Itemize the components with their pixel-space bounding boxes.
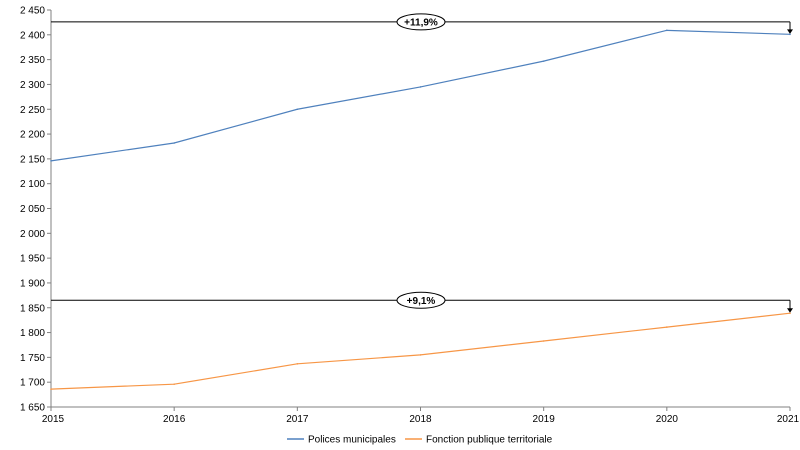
y-tick-label: 1 650 [20, 403, 45, 414]
series-1-point [542, 340, 545, 342]
y-tick-label: 2 250 [20, 105, 45, 116]
annotation-bubble [396, 13, 446, 31]
axes [50, 10, 790, 408]
series-1-point [666, 326, 668, 328]
annotation-bubble [396, 291, 446, 309]
x-tick-label: 2020 [656, 414, 679, 425]
series-0-point [789, 33, 791, 36]
x-tick-label: 2019 [533, 414, 556, 425]
series-1-point [50, 388, 52, 390]
y-tick-label: 2 150 [20, 154, 45, 165]
series-1-point [789, 312, 791, 315]
y-tick-label: 2 350 [20, 55, 45, 66]
annotation-arrow-head [787, 29, 793, 34]
y-tick-label: 1 750 [20, 353, 45, 364]
y-tick-label: 2 100 [20, 179, 45, 190]
y-tick-label: 2 300 [20, 80, 45, 91]
series-0-point [50, 160, 52, 162]
y-tick-label: 2 200 [20, 130, 45, 141]
annotation-label: +11,9% [404, 17, 438, 28]
y-tick-label: 2 000 [20, 229, 45, 240]
series-1-point [419, 354, 422, 356]
annotations: +11,9% +9,1% [51, 13, 793, 313]
y-tick-label: 1 900 [20, 278, 45, 289]
x-axis-ticks: 2015 2016 2017 2018 2019 2020 2021 [42, 407, 800, 425]
x-tick-label: 2021 [777, 414, 800, 425]
y-tick-label: 2 400 [20, 30, 45, 41]
annotation-arrow-head [787, 308, 793, 313]
y-axis-ticks: 1 650 1 700 1 750 1 800 1 850 1 900 1 950 2 000… [20, 6, 51, 414]
y-tick-label: 1 950 [20, 254, 45, 265]
y-tick-label: 1 850 [20, 303, 45, 314]
series-0-point [666, 29, 668, 32]
series-group [50, 29, 791, 390]
series-0-point [419, 86, 422, 88]
legend-label-0: Polices municipales [308, 435, 396, 446]
y-tick-label: 1 700 [20, 378, 45, 389]
series-line-0 [50, 29, 791, 162]
x-tick-label: 2017 [286, 414, 309, 425]
series-1-point [296, 363, 299, 365]
series-1-point [173, 383, 175, 385]
annotation-label: +9,1% [407, 296, 436, 307]
series-0-point [173, 142, 175, 144]
x-tick-label: 2016 [163, 414, 186, 425]
legend: Polices municipales Fonction publique ter… [287, 435, 553, 446]
series-line-1 [50, 312, 791, 390]
x-tick-label: 2018 [409, 414, 432, 425]
legend-label-1: Fonction publique territoriale [426, 435, 553, 446]
x-tick-label: 2015 [42, 414, 65, 425]
series-0-point [542, 60, 545, 62]
series-0-point [296, 108, 299, 111]
y-tick-label: 2 450 [20, 6, 45, 17]
y-tick-label: 1 800 [20, 328, 45, 339]
y-tick-label: 2 050 [20, 204, 45, 215]
